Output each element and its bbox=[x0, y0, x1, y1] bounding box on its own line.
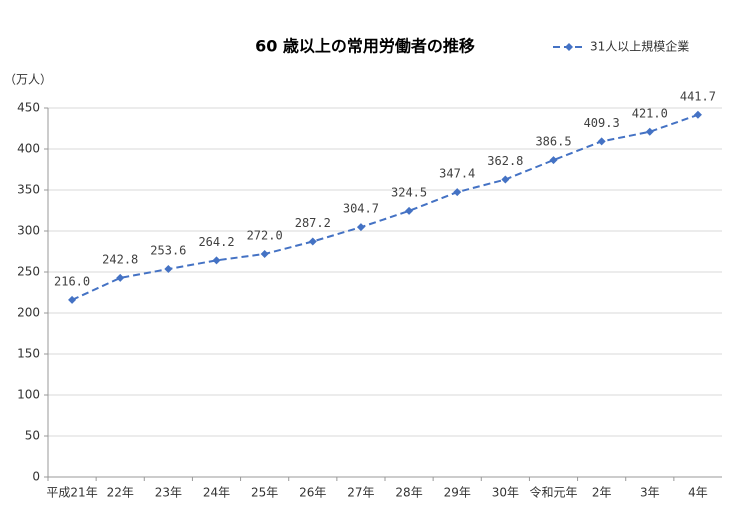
data-point bbox=[597, 137, 606, 146]
x-tick-label: 4年 bbox=[688, 486, 708, 500]
data-point bbox=[260, 249, 269, 258]
data-label: 287.2 bbox=[295, 216, 331, 230]
data-point bbox=[549, 156, 558, 165]
x-tick-label: 23年 bbox=[155, 486, 182, 500]
data-label: 386.5 bbox=[535, 135, 571, 149]
x-tick-label: 29年 bbox=[444, 486, 471, 500]
x-tick-label: 30年 bbox=[492, 486, 519, 500]
data-label: 304.7 bbox=[343, 202, 379, 216]
data-point bbox=[356, 223, 365, 232]
data-label: 421.0 bbox=[632, 106, 668, 120]
series-line bbox=[71, 113, 699, 301]
data-point bbox=[212, 256, 221, 265]
data-point bbox=[405, 206, 414, 215]
x-tick-label: 28年 bbox=[395, 486, 422, 500]
data-point bbox=[68, 295, 77, 304]
y-tick-label: 400 bbox=[17, 142, 40, 156]
x-tick-label: 24年 bbox=[203, 486, 230, 500]
x-tick-label: 22年 bbox=[107, 486, 134, 500]
x-tick-label: 令和元年 bbox=[529, 485, 577, 500]
y-tick-label: 50 bbox=[25, 429, 40, 443]
data-point bbox=[645, 127, 654, 136]
y-tick-label: 0 bbox=[32, 470, 40, 484]
data-label: 441.7 bbox=[680, 89, 716, 103]
y-tick-label: 250 bbox=[17, 265, 40, 279]
data-point bbox=[693, 110, 702, 119]
data-label: 362.8 bbox=[487, 154, 523, 168]
chart-title: 60 歳以上の常用労働者の推移 bbox=[255, 37, 475, 56]
y-tick-label: 150 bbox=[17, 347, 40, 361]
data-label: 216.0 bbox=[54, 274, 90, 288]
x-tick-label: 25年 bbox=[251, 486, 278, 500]
x-tick-label: 3年 bbox=[640, 486, 660, 500]
data-label: 324.5 bbox=[391, 185, 427, 199]
y-tick-label: 350 bbox=[17, 183, 40, 197]
data-label: 272.0 bbox=[247, 228, 283, 242]
data-point bbox=[308, 237, 317, 246]
data-point bbox=[164, 265, 173, 274]
y-axis-label: （万人） bbox=[4, 73, 52, 87]
x-tick-label: 2年 bbox=[592, 486, 612, 500]
data-point bbox=[453, 188, 462, 197]
data-label: 347.4 bbox=[439, 167, 475, 181]
y-tick-label: 100 bbox=[17, 388, 40, 402]
y-tick-label: 450 bbox=[17, 101, 40, 115]
data-point bbox=[116, 273, 125, 282]
y-tick-label: 200 bbox=[17, 306, 40, 320]
data-label: 253.6 bbox=[150, 244, 186, 258]
x-tick-label: 平成21年 bbox=[46, 486, 97, 500]
legend-label: 31人以上規模企業 bbox=[590, 39, 689, 54]
y-tick-label: 300 bbox=[17, 224, 40, 238]
x-tick-label: 27年 bbox=[347, 486, 374, 500]
data-point bbox=[501, 175, 510, 184]
data-label: 409.3 bbox=[584, 116, 620, 130]
data-label: 264.2 bbox=[198, 235, 234, 249]
data-label: 242.8 bbox=[102, 252, 138, 266]
legend-marker bbox=[565, 43, 573, 51]
x-tick-label: 26年 bbox=[299, 486, 326, 500]
